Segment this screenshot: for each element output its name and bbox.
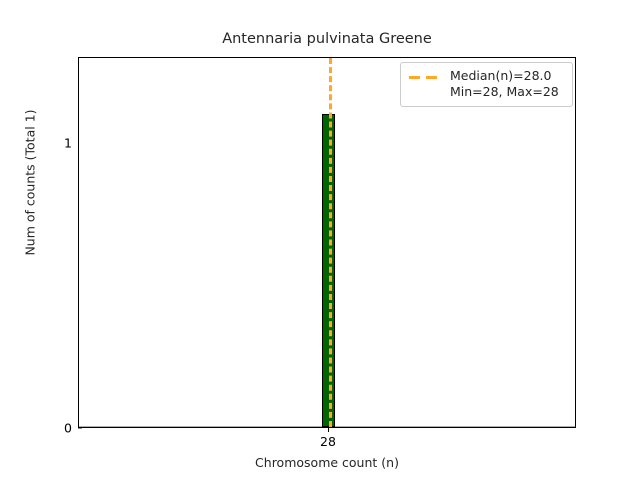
y-tick-label-1: 1 [64,135,72,151]
x-tick-label-28: 28 [320,434,336,449]
legend-entry-text: Median(n)=28.0 Min=28, Max=28 [450,68,559,100]
legend-box: Median(n)=28.0 Min=28, Max=28 [400,62,573,107]
page-title: Antennaria pulvinata Greene [222,31,432,47]
x-tick-mark-28 [327,428,329,432]
legend-median-label: Median(n)=28.0 [450,68,552,83]
dashed-line-icon [408,69,442,85]
x-axis-label: Chromosome count (n) [255,455,399,470]
plot-area [78,57,576,428]
y-axis-label: Num of counts (Total 1) [22,109,38,256]
median-line [328,58,332,427]
legend-minmax-label: Min=28, Max=28 [450,84,559,99]
y-axis-ticks: 0 1 [44,57,72,436]
legend-entry-median: Median(n)=28.0 Min=28, Max=28 [408,68,565,100]
y-tick-label-0: 0 [64,420,72,436]
y-tick-mark-0 [78,427,82,429]
